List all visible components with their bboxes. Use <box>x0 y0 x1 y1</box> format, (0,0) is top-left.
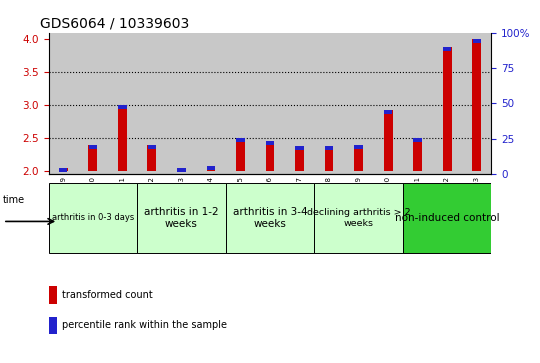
Bar <box>414 138 422 142</box>
Text: arthritis in 1-2
weeks: arthritis in 1-2 weeks <box>144 207 219 229</box>
Bar <box>177 168 186 172</box>
Bar <box>118 105 126 109</box>
Bar <box>78 33 107 174</box>
Bar <box>237 138 245 142</box>
Bar <box>295 146 304 171</box>
Bar <box>373 33 403 174</box>
Bar <box>118 105 127 171</box>
Bar <box>148 144 156 148</box>
Bar <box>167 33 196 174</box>
Bar <box>285 33 314 174</box>
Text: percentile rank within the sample: percentile rank within the sample <box>62 320 227 330</box>
Bar <box>325 146 333 150</box>
Bar <box>266 141 274 171</box>
Bar <box>384 110 392 114</box>
Bar <box>354 144 363 148</box>
Bar <box>137 183 226 253</box>
Bar <box>89 144 97 171</box>
Bar <box>443 47 451 171</box>
Bar <box>49 317 57 334</box>
Text: arthritis in 3-4
weeks: arthritis in 3-4 weeks <box>233 207 307 229</box>
Bar <box>314 183 403 253</box>
Bar <box>59 168 68 172</box>
Bar <box>403 33 433 174</box>
Bar <box>255 33 285 174</box>
Text: GDS6064 / 10339603: GDS6064 / 10339603 <box>40 16 189 30</box>
Bar <box>207 166 215 170</box>
Bar <box>49 33 78 174</box>
Bar <box>89 144 97 148</box>
Bar <box>196 33 226 174</box>
Text: declining arthritis > 2
weeks: declining arthritis > 2 weeks <box>307 208 410 228</box>
Bar <box>325 146 334 171</box>
Bar <box>354 144 363 171</box>
Bar <box>462 33 491 174</box>
Text: non-induced control: non-induced control <box>395 213 500 223</box>
Bar <box>147 144 157 171</box>
Bar <box>206 166 215 171</box>
Bar <box>226 183 314 253</box>
Bar <box>433 33 462 174</box>
Bar <box>403 183 491 253</box>
Bar <box>49 286 57 304</box>
Bar <box>266 141 274 145</box>
Bar <box>443 47 451 51</box>
Bar <box>472 39 481 43</box>
Bar <box>226 33 255 174</box>
Text: time: time <box>3 195 25 205</box>
Text: transformed count: transformed count <box>62 290 153 300</box>
Bar <box>49 183 137 253</box>
Bar <box>137 33 167 174</box>
Bar <box>344 33 373 174</box>
Bar <box>295 146 303 150</box>
Bar <box>107 33 137 174</box>
Bar <box>236 138 245 171</box>
Bar <box>314 33 344 174</box>
Bar <box>59 168 68 171</box>
Bar <box>472 39 481 171</box>
Text: arthritis in 0-3 days: arthritis in 0-3 days <box>52 213 134 222</box>
Bar <box>383 110 393 171</box>
Bar <box>177 168 186 171</box>
Bar <box>413 138 422 171</box>
